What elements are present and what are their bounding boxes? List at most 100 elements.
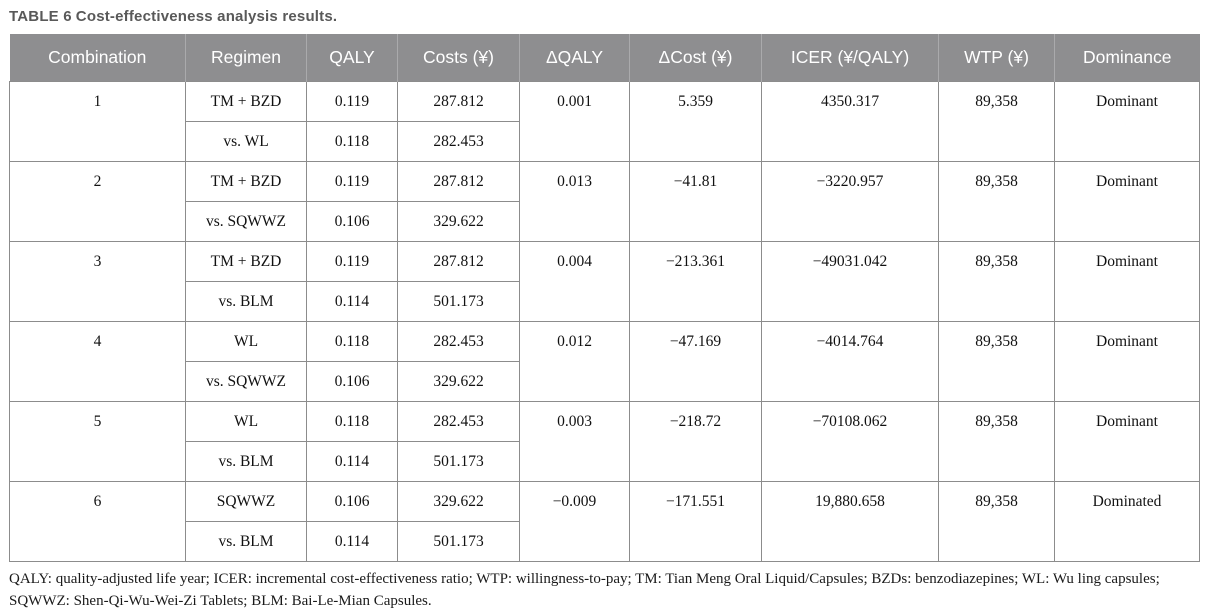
- qaly-cell: 0.118: [306, 321, 398, 362]
- combination-cell: 2: [9, 161, 186, 242]
- wtp-cell: 89,358: [938, 401, 1055, 482]
- combination-cell: 1: [9, 81, 186, 162]
- regimen-cell: WL: [185, 401, 307, 442]
- dominance-cell: Dominant: [1054, 401, 1200, 482]
- col-header-regimen: Regimen: [185, 34, 307, 82]
- costs-cell: 282.453: [397, 121, 520, 162]
- regimen-cell: SQWWZ: [185, 481, 307, 522]
- regimen-cell: vs. BLM: [185, 441, 307, 482]
- wtp-cell: 89,358: [938, 161, 1055, 242]
- delta-qaly-cell: 0.004: [519, 241, 630, 322]
- regimen-cell: vs. WL: [185, 121, 307, 162]
- wtp-cell: 89,358: [938, 321, 1055, 402]
- combination-cell: 4: [9, 321, 186, 402]
- cost-effectiveness-table: Combination Regimen QALY Costs (¥) ΔQALY…: [9, 34, 1200, 562]
- qaly-cell: 0.119: [306, 81, 398, 122]
- delta-qaly-cell: 0.012: [519, 321, 630, 402]
- delta-qaly-cell: 0.001: [519, 81, 630, 162]
- delta-cost-cell: −213.361: [629, 241, 762, 322]
- table-title: TABLE 6 Cost-effectiveness analysis resul…: [9, 8, 1200, 25]
- wtp-cell: 89,358: [938, 481, 1055, 562]
- table-footnote: QALY: quality-adjusted life year; ICER: …: [9, 568, 1200, 611]
- col-header-delta-qaly: ΔQALY: [519, 34, 630, 82]
- costs-cell: 329.622: [397, 201, 520, 242]
- qaly-cell: 0.106: [306, 481, 398, 522]
- col-header-icer: ICER (¥/QALY): [761, 34, 939, 82]
- combination-cell: 3: [9, 241, 186, 322]
- footnote-line-1: QALY: quality-adjusted life year; ICER: …: [9, 571, 1160, 587]
- regimen-cell: TM + BZD: [185, 241, 307, 282]
- delta-cost-cell: −41.81: [629, 161, 762, 242]
- costs-cell: 287.812: [397, 241, 520, 282]
- delta-qaly-cell: −0.009: [519, 481, 630, 562]
- table-row: vs. BLM 0.114 501.173: [10, 521, 1200, 562]
- table-row: vs. WL 0.118 282.453: [10, 121, 1200, 162]
- combination-cell: 6: [9, 481, 186, 562]
- costs-cell: 287.812: [397, 81, 520, 122]
- regimen-cell: vs. BLM: [185, 521, 307, 562]
- delta-cost-cell: −218.72: [629, 401, 762, 482]
- table-row: 2 TM + BZD 0.119 287.812 0.013 −41.81 −3…: [9, 161, 1200, 242]
- costs-cell: 501.173: [397, 281, 520, 322]
- qaly-cell: 0.114: [306, 281, 398, 322]
- table-row: 4 WL 0.118 282.453 0.012 −47.169 −4014.7…: [9, 321, 1200, 402]
- wtp-cell: 89,358: [938, 241, 1055, 322]
- dominance-cell: Dominant: [1054, 321, 1200, 402]
- col-header-dominance: Dominance: [1054, 34, 1200, 82]
- icer-cell: −4014.764: [761, 321, 939, 402]
- icer-cell: −49031.042: [761, 241, 939, 322]
- qaly-cell: 0.119: [306, 161, 398, 202]
- col-header-qaly: QALY: [306, 34, 398, 82]
- regimen-cell: vs. SQWWZ: [185, 361, 307, 402]
- icer-cell: −70108.062: [761, 401, 939, 482]
- costs-cell: 329.622: [397, 361, 520, 402]
- costs-cell: 282.453: [397, 401, 520, 442]
- table-caption: Cost-effectiveness analysis results.: [75, 8, 338, 25]
- icer-cell: −3220.957: [761, 161, 939, 242]
- qaly-cell: 0.106: [306, 361, 398, 402]
- wtp-cell: 89,358: [938, 81, 1055, 162]
- col-header-combination: Combination: [9, 34, 186, 82]
- qaly-cell: 0.118: [306, 121, 398, 162]
- delta-cost-cell: −171.551: [629, 481, 762, 562]
- col-header-wtp: WTP (¥): [938, 34, 1055, 82]
- costs-cell: 329.622: [397, 481, 520, 522]
- regimen-cell: WL: [185, 321, 307, 362]
- qaly-cell: 0.119: [306, 241, 398, 282]
- table-row: 1 TM + BZD 0.119 287.812 0.001 5.359 435…: [9, 81, 1200, 162]
- table-number-label: TABLE 6: [9, 8, 72, 25]
- dominance-cell: Dominated: [1054, 481, 1200, 562]
- dominance-cell: Dominant: [1054, 161, 1200, 242]
- delta-cost-cell: −47.169: [629, 321, 762, 402]
- qaly-cell: 0.118: [306, 401, 398, 442]
- table-row: 6 SQWWZ 0.106 329.622 −0.009 −171.551 19…: [9, 481, 1200, 562]
- icer-cell: 19,880.658: [761, 481, 939, 562]
- col-header-delta-cost: ΔCost (¥): [629, 34, 762, 82]
- qaly-cell: 0.114: [306, 521, 398, 562]
- dominance-cell: Dominant: [1054, 241, 1200, 322]
- costs-cell: 501.173: [397, 521, 520, 562]
- delta-cost-cell: 5.359: [629, 81, 762, 162]
- costs-cell: 282.453: [397, 321, 520, 362]
- regimen-cell: vs. SQWWZ: [185, 201, 307, 242]
- table-row: 5 WL 0.118 282.453 0.003 −218.72 −70108.…: [9, 401, 1200, 482]
- regimen-cell: vs. BLM: [185, 281, 307, 322]
- table-row: vs. SQWWZ 0.106 329.622: [10, 201, 1200, 242]
- table-row: vs. BLM 0.114 501.173: [10, 441, 1200, 482]
- table-row: vs. BLM 0.114 501.173: [10, 281, 1200, 322]
- costs-cell: 501.173: [397, 441, 520, 482]
- costs-cell: 287.812: [397, 161, 520, 202]
- dominance-cell: Dominant: [1054, 81, 1200, 162]
- regimen-cell: TM + BZD: [185, 161, 307, 202]
- header-row: Combination Regimen QALY Costs (¥) ΔQALY…: [9, 34, 1200, 82]
- delta-qaly-cell: 0.003: [519, 401, 630, 482]
- table-row: vs. SQWWZ 0.106 329.622: [10, 361, 1200, 402]
- icer-cell: 4350.317: [761, 81, 939, 162]
- delta-qaly-cell: 0.013: [519, 161, 630, 242]
- qaly-cell: 0.114: [306, 441, 398, 482]
- regimen-cell: TM + BZD: [185, 81, 307, 122]
- table-row: 3 TM + BZD 0.119 287.812 0.004 −213.361 …: [9, 241, 1200, 322]
- col-header-costs: Costs (¥): [397, 34, 520, 82]
- qaly-cell: 0.106: [306, 201, 398, 242]
